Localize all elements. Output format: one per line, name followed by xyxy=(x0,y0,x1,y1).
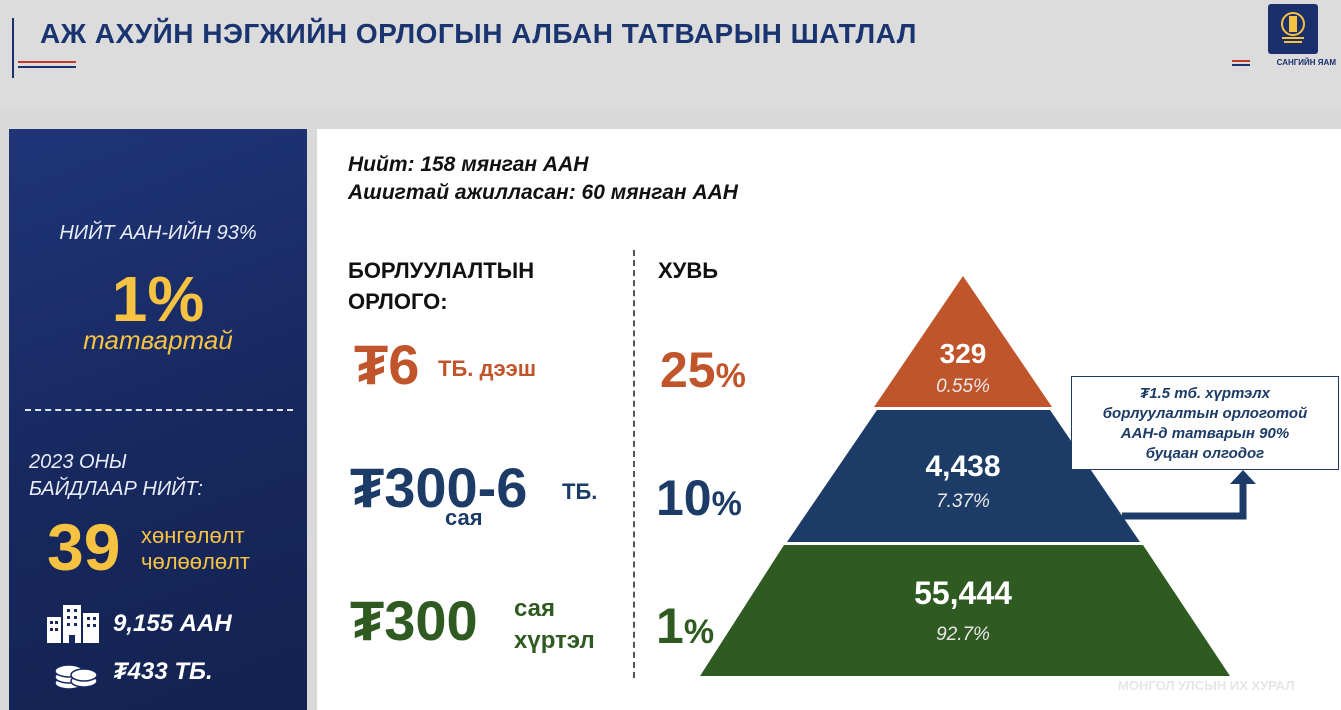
revenue-header-line1: БОРЛУУЛАЛТЫН xyxy=(348,258,535,283)
rate-column-header: ХУВЬ xyxy=(658,258,719,283)
watermark: МОНГОЛ УЛСЫН ИХ ХУРАЛ xyxy=(1118,678,1295,693)
tier1-rate-number: 25 xyxy=(660,342,716,398)
tier3-rate-unit: % xyxy=(683,613,715,651)
rate-value: 1% xyxy=(111,263,205,335)
tier2-revenue-suffix: ТБ. xyxy=(562,479,598,504)
relief-count: 39 xyxy=(47,510,121,584)
callout-line1: ₮1.5 тб. хүртэлх xyxy=(1140,385,1270,402)
total-enterprises: Нийт: 158 мянган ААН xyxy=(348,153,589,176)
tier1-rate-unit: % xyxy=(715,357,746,395)
tier3-rate-number: 1 xyxy=(656,598,684,654)
ministry-emblem-icon xyxy=(1268,4,1318,54)
soyombo-emblem-icon xyxy=(1281,12,1305,43)
tier2-rate-unit: % xyxy=(711,485,742,523)
tax-pyramid: 329 0.55% 4,438 7.37% 55,444 92.7% xyxy=(690,270,1340,685)
callout-line4: буцаан олгодог xyxy=(1145,445,1265,462)
tier2-rate-number: 10 xyxy=(656,470,712,526)
tier1-revenue: ₮6 xyxy=(354,333,420,396)
year-label-line1: 2023 ОНЫ xyxy=(29,451,127,473)
logo-accent-red xyxy=(1232,60,1250,62)
relief-amount: ₮433 ТБ. xyxy=(113,658,213,685)
title-underline-blue xyxy=(18,66,76,68)
title-accent-bar xyxy=(12,18,14,78)
tier1-revenue-suffix: ТБ. дээш xyxy=(438,356,537,381)
header-band xyxy=(0,0,1341,110)
pyramid-middle-tier xyxy=(787,410,1140,542)
rate-label: татвартай xyxy=(83,325,233,355)
summary-panel: НИЙТ ААН-ИЙН 93% 1% татвартай 2023 ОНЫ Б… xyxy=(9,129,307,710)
pyramid-svg: 329 0.55% 4,438 7.37% 55,444 92.7% xyxy=(700,276,1256,676)
tier2-rate: 10% xyxy=(656,469,742,527)
relief-label-line1: хөнгөлөлт xyxy=(141,523,245,548)
page-title: АЖ АХУЙН НЭГЖИЙН ОРЛОГЫН АЛБАН ТАТВАРЫН … xyxy=(40,18,917,49)
coins-icon xyxy=(53,655,99,696)
tier1-count: 329 xyxy=(940,338,987,369)
refund-callout-text: ₮1.5 тб. хүртэлх борлуулалтын орлоготой … xyxy=(1073,384,1337,464)
tier1-rate: 25% xyxy=(660,341,746,399)
tier1-share: 0.55% xyxy=(936,376,990,397)
profitable-enterprises: Ашигтай ажилласан: 60 мянган ААН xyxy=(348,181,738,204)
callout-arrow xyxy=(1122,482,1247,520)
ministry-name: САНГИЙН ЯАМ xyxy=(1276,58,1336,67)
relief-label-line2: чөлөөлөлт xyxy=(141,549,250,574)
pyramid-bottom-tier xyxy=(700,545,1230,676)
buildings-icon xyxy=(45,603,101,648)
tier3-rate: 1% xyxy=(656,597,714,655)
logo-accent-blue xyxy=(1232,64,1250,66)
tier3-share: 92.7% xyxy=(936,624,990,645)
refund-callout-box xyxy=(1071,376,1339,470)
year-label-line2: БАЙДЛААР НИЙТ: xyxy=(29,478,203,500)
tier3-count: 55,444 xyxy=(914,575,1012,611)
panel-divider xyxy=(25,409,293,411)
tier2-count: 4,438 xyxy=(925,450,1000,483)
tier2-revenue-suffix2: сая xyxy=(445,505,483,530)
revenue-column-header: БОРЛУУЛАЛТЫН ОРЛОГО: xyxy=(348,255,534,317)
callout-line2: борлуулалтын орлоготой xyxy=(1102,405,1308,422)
callout-line3: ААН-д татварын 90% xyxy=(1120,425,1290,442)
pyramid-top-tier xyxy=(874,276,1052,407)
tier2-revenue: ₮300-6 xyxy=(350,456,528,519)
column-divider xyxy=(633,250,635,678)
share-label: НИЙТ ААН-ИЙН 93% xyxy=(59,222,257,244)
title-underline-red xyxy=(18,61,76,63)
tier2-share: 7.37% xyxy=(936,491,990,512)
year-label: 2023 ОНЫ БАЙДЛААР НИЙТ: xyxy=(29,449,299,503)
tier3-revenue: ₮300 xyxy=(350,589,478,652)
enterprise-count: 9,155 ААН xyxy=(113,610,232,637)
tier3-revenue-suffix: сая xyxy=(514,595,555,622)
tier3-revenue-suffix2: хүртэл xyxy=(514,627,595,654)
callout-arrow-head-icon xyxy=(1230,470,1256,484)
revenue-header-line2: ОРЛОГО: xyxy=(348,289,448,314)
